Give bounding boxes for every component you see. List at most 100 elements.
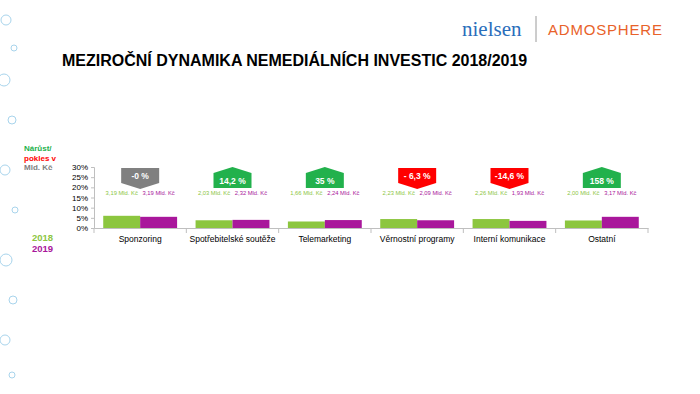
x-tick-label: Sponzoring xyxy=(119,234,162,244)
change-label: 158 % xyxy=(590,176,615,186)
amount-label: 3,19 Mld. Kč xyxy=(143,190,175,196)
amount-label: 1,93 Mld. Kč xyxy=(512,190,544,196)
x-tick-label: Spotřebitelské soutěže xyxy=(190,234,276,244)
logo-divider xyxy=(536,16,537,42)
x-tick: Sponzoring xyxy=(119,234,162,244)
change-badge: - 6,3 % xyxy=(398,168,436,189)
bar xyxy=(602,217,639,228)
bar xyxy=(473,219,510,228)
y-tick: 25% xyxy=(72,173,94,182)
x-tick: Ostatní xyxy=(588,234,616,244)
bar xyxy=(510,221,547,228)
y-tick-label: 30% xyxy=(72,163,88,172)
logo-nielsen: nielsen xyxy=(462,17,522,41)
bar xyxy=(103,216,140,228)
y-tick-label: 20% xyxy=(72,183,88,192)
x-tick: Telemarketing xyxy=(298,234,351,244)
y-tick: 5% xyxy=(76,214,94,223)
change-badge: 158 % xyxy=(583,167,621,188)
y-tick: 15% xyxy=(72,194,94,203)
y-label-line: Nárůst/ xyxy=(24,144,52,153)
x-tick-label: Ostatní xyxy=(588,234,616,244)
bubble xyxy=(9,296,17,304)
bubble xyxy=(0,254,12,266)
category-separator xyxy=(555,228,556,233)
change-badge: 14,2 % xyxy=(214,167,252,188)
bubble xyxy=(0,335,10,345)
chart: nielsenADMOSPHEREMEZIROČNÍ DYNAMIKA NEME… xyxy=(0,0,700,394)
y-tick-mark xyxy=(91,177,94,178)
y-tick: 0% xyxy=(76,224,94,233)
bar xyxy=(417,220,454,228)
y-tick-mark xyxy=(91,187,94,188)
bar xyxy=(196,220,233,228)
y-tick-label: 10% xyxy=(72,204,88,213)
y-tick-label: 25% xyxy=(72,173,88,182)
bar xyxy=(565,220,602,228)
bar xyxy=(325,220,362,228)
amount-label: 2,32 Mld. Kč xyxy=(235,190,267,196)
y-tick-mark xyxy=(91,208,94,209)
change-shape xyxy=(121,168,159,189)
logo: nielsenADMOSPHERE xyxy=(462,16,663,42)
legend-entry: 2019 xyxy=(32,243,53,254)
bubble xyxy=(8,116,16,124)
category-separator xyxy=(94,228,95,233)
change-badge: -14,6 % xyxy=(491,168,529,189)
amount-label: 2,00 Mld. Kč xyxy=(567,190,599,196)
bar xyxy=(140,217,177,228)
decoration xyxy=(0,15,18,378)
change-label: 35 % xyxy=(315,176,335,186)
y-tick-mark xyxy=(91,198,94,199)
y-tick: 30% xyxy=(72,163,94,172)
amount-label: 1,66 Mld. Kč xyxy=(290,190,322,196)
bubble xyxy=(1,15,11,25)
y-tick: 10% xyxy=(72,204,94,213)
amount-label: 3,19 Mld. Kč xyxy=(106,190,138,196)
bars xyxy=(103,216,639,228)
bubble xyxy=(0,74,10,86)
category-separator xyxy=(371,228,372,233)
amount-label: 2,24 Mld. Kč xyxy=(327,190,359,196)
x-tick: Interní komunikace xyxy=(474,234,546,244)
bubble xyxy=(0,165,10,175)
amount-label: 2,26 Mld. Kč xyxy=(475,190,507,196)
legend-entry: 2018 xyxy=(32,232,53,243)
change-label: - 6,3 % xyxy=(404,171,431,181)
change-shape xyxy=(398,168,436,189)
category-separator xyxy=(648,228,649,233)
change-shape xyxy=(491,168,529,189)
bubble xyxy=(9,372,15,378)
amount-label: 2,03 Mld. Kč xyxy=(198,190,230,196)
y-tick-label: 5% xyxy=(76,214,88,223)
change-label: -14,6 % xyxy=(495,171,525,181)
change-shape xyxy=(583,167,621,188)
x-tick-label: Interní komunikace xyxy=(474,234,546,244)
amount-label: 3,17 Mld. Kč xyxy=(604,190,636,196)
change-shape xyxy=(214,167,252,188)
change-label: -0 % xyxy=(131,171,149,181)
bubble xyxy=(11,45,17,51)
y-axis-line xyxy=(91,168,95,229)
category-separator xyxy=(278,228,279,233)
amount-label: 2,09 Mld. Kč xyxy=(420,190,452,196)
x-tick-label: Telemarketing xyxy=(298,234,351,244)
change-shape xyxy=(306,167,344,188)
amount-label: 2,23 Mld. Kč xyxy=(383,190,415,196)
change-badge: 35 % xyxy=(306,167,344,188)
category-separator xyxy=(463,228,464,233)
x-tick-label: Věrnostní programy xyxy=(380,234,455,244)
y-tick-label: 15% xyxy=(72,194,88,203)
x-tick: Spotřebitelské soutěže xyxy=(190,234,276,244)
x-axis: Sponzoring Spotřebitelské soutěže Telemark… xyxy=(95,229,649,245)
bubble xyxy=(12,207,18,213)
y-label-line: pokles v xyxy=(24,154,57,163)
bar xyxy=(380,219,417,228)
y-label-line: Mld. Kč xyxy=(24,163,53,172)
change-badge: -0 % xyxy=(121,168,159,189)
bar xyxy=(233,220,270,228)
bar xyxy=(288,221,325,228)
y-tick-label: 0% xyxy=(76,224,88,233)
change-label: 14,2 % xyxy=(219,176,246,186)
y-tick-mark xyxy=(91,167,94,168)
